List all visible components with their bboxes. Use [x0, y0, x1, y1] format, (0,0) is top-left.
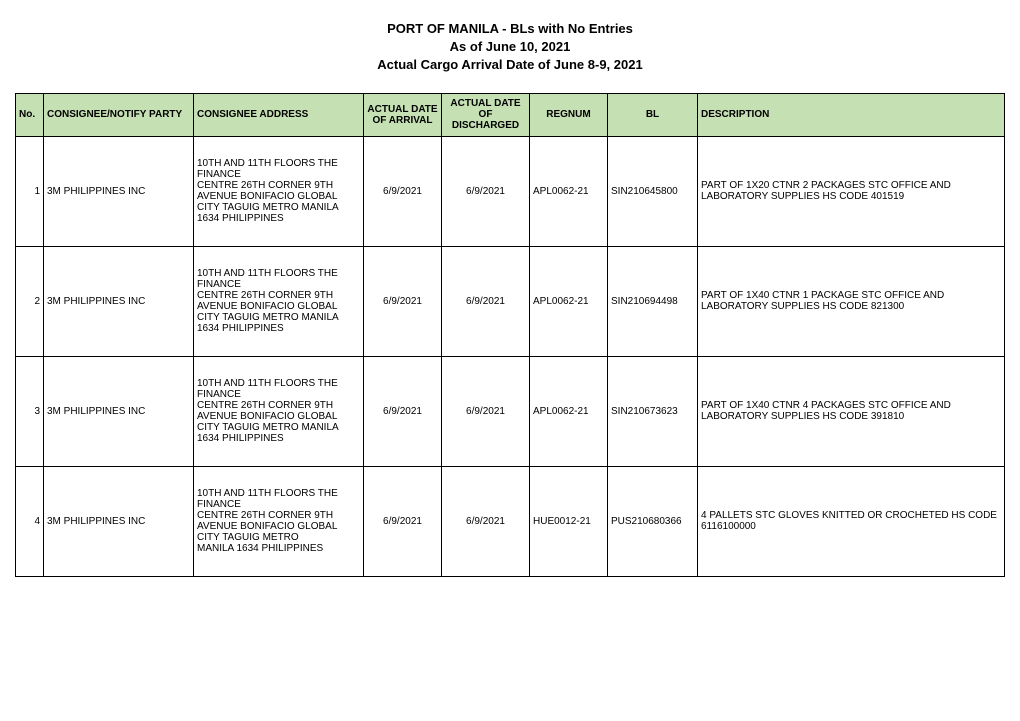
- cell-no: 1: [16, 136, 44, 246]
- table-row: 23M PHILIPPINES INC10TH AND 11TH FLOORS …: [16, 246, 1005, 356]
- report-header: PORT OF MANILA - BLs with No Entries As …: [15, 20, 1005, 75]
- cell-bl: SIN210673623: [608, 356, 698, 466]
- col-header-discharged: ACTUAL DATE OF DISCHARGED: [442, 93, 530, 136]
- header-line-3: Actual Cargo Arrival Date of June 8-9, 2…: [15, 56, 1005, 74]
- cell-bl: SIN210645800: [608, 136, 698, 246]
- cell-discharged: 6/9/2021: [442, 356, 530, 466]
- col-header-bl: BL: [608, 93, 698, 136]
- cell-description: 4 PALLETS STC GLOVES KNITTED OR CROCHETE…: [698, 466, 1005, 576]
- cell-address: 10TH AND 11TH FLOORS THE FINANCE CENTRE …: [194, 466, 364, 576]
- cell-arrival: 6/9/2021: [364, 356, 442, 466]
- cell-no: 3: [16, 356, 44, 466]
- cell-regnum: APL0062-21: [530, 246, 608, 356]
- cell-discharged: 6/9/2021: [442, 246, 530, 356]
- cell-arrival: 6/9/2021: [364, 246, 442, 356]
- table-row: 43M PHILIPPINES INC10TH AND 11TH FLOORS …: [16, 466, 1005, 576]
- cell-no: 2: [16, 246, 44, 356]
- col-header-regnum: REGNUM: [530, 93, 608, 136]
- cell-address: 10TH AND 11TH FLOORS THE FINANCE CENTRE …: [194, 136, 364, 246]
- cell-discharged: 6/9/2021: [442, 466, 530, 576]
- cell-bl: PUS210680366: [608, 466, 698, 576]
- cell-description: PART OF 1X20 CTNR 2 PACKAGES STC OFFICE …: [698, 136, 1005, 246]
- bl-table: No. CONSIGNEE/NOTIFY PARTY CONSIGNEE ADD…: [15, 93, 1005, 577]
- col-header-description: DESCRIPTION: [698, 93, 1005, 136]
- cell-address: 10TH AND 11TH FLOORS THE FINANCE CENTRE …: [194, 356, 364, 466]
- cell-arrival: 6/9/2021: [364, 466, 442, 576]
- cell-description: PART OF 1X40 CTNR 4 PACKAGES STC OFFICE …: [698, 356, 1005, 466]
- col-header-arrival: ACTUAL DATE OF ARRIVAL: [364, 93, 442, 136]
- cell-no: 4: [16, 466, 44, 576]
- cell-party: 3M PHILIPPINES INC: [44, 136, 194, 246]
- cell-description: PART OF 1X40 CTNR 1 PACKAGE STC OFFICE A…: [698, 246, 1005, 356]
- header-line-2: As of June 10, 2021: [15, 38, 1005, 56]
- cell-regnum: HUE0012-21: [530, 466, 608, 576]
- cell-regnum: APL0062-21: [530, 356, 608, 466]
- table-body: 13M PHILIPPINES INC10TH AND 11TH FLOORS …: [16, 136, 1005, 576]
- cell-discharged: 6/9/2021: [442, 136, 530, 246]
- header-line-1: PORT OF MANILA - BLs with No Entries: [15, 20, 1005, 38]
- cell-bl: SIN210694498: [608, 246, 698, 356]
- table-row: 13M PHILIPPINES INC10TH AND 11TH FLOORS …: [16, 136, 1005, 246]
- table-row: 33M PHILIPPINES INC10TH AND 11TH FLOORS …: [16, 356, 1005, 466]
- cell-party: 3M PHILIPPINES INC: [44, 246, 194, 356]
- cell-party: 3M PHILIPPINES INC: [44, 356, 194, 466]
- col-header-address: CONSIGNEE ADDRESS: [194, 93, 364, 136]
- cell-regnum: APL0062-21: [530, 136, 608, 246]
- cell-arrival: 6/9/2021: [364, 136, 442, 246]
- table-header-row: No. CONSIGNEE/NOTIFY PARTY CONSIGNEE ADD…: [16, 93, 1005, 136]
- cell-address: 10TH AND 11TH FLOORS THE FINANCE CENTRE …: [194, 246, 364, 356]
- col-header-party: CONSIGNEE/NOTIFY PARTY: [44, 93, 194, 136]
- col-header-no: No.: [16, 93, 44, 136]
- cell-party: 3M PHILIPPINES INC: [44, 466, 194, 576]
